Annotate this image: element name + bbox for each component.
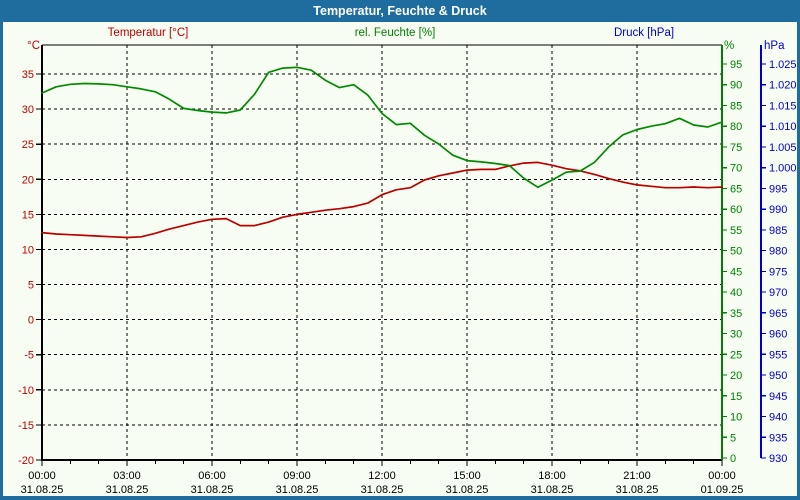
pressure-tick-label: 930 — [769, 453, 787, 465]
temp-tick-label: 25 — [22, 139, 34, 151]
percent-axis-unit: % — [724, 40, 735, 52]
pressure-tick-label: 985 — [769, 225, 787, 237]
title-bar: Temperatur, Feuchte & Druck — [0, 0, 800, 22]
x-date-label: 31.08.25 — [276, 484, 319, 496]
pressure-tick-label: 1.005 — [769, 142, 797, 154]
x-time-label: 06:00 — [198, 470, 226, 482]
percent-tick-label: 35 — [730, 308, 742, 320]
temp-tick-label: 20 — [22, 174, 34, 186]
pressure-tick-label: 1.020 — [769, 80, 797, 92]
chart-panel: Temperatur [°C] rel. Feuchte [%] Druck [… — [3, 22, 797, 496]
x-date-label: 31.08.25 — [531, 484, 574, 496]
percent-tick-label: 65 — [730, 183, 742, 195]
legend-pressure: Druck [hPa] — [613, 27, 675, 39]
pressure-tick-label: 1.010 — [769, 121, 797, 133]
temp-tick-label: -20 — [18, 455, 34, 467]
pressure-tick-label: 990 — [769, 204, 787, 216]
x-date-label: 31.08.25 — [361, 484, 404, 496]
x-time-label: 18:00 — [538, 470, 566, 482]
temp-tick-label: -15 — [18, 420, 34, 432]
percent-tick-label: 25 — [730, 349, 742, 361]
percent-tick-label: 30 — [730, 329, 742, 341]
pressure-tick-label: 935 — [769, 432, 787, 444]
temp-tick-label: 35 — [22, 69, 34, 81]
percent-tick-label: 50 — [730, 246, 742, 258]
x-time-label: 21:00 — [623, 470, 651, 482]
x-time-label: 03:00 — [113, 470, 141, 482]
temp-tick-label: 0 — [28, 315, 34, 327]
percent-tick-label: 70 — [730, 163, 742, 175]
pressure-tick-label: 1.000 — [769, 163, 797, 175]
temperature-curve — [41, 161, 723, 239]
pressure-tick-label: 940 — [769, 412, 787, 424]
temp-tick-label: 15 — [22, 209, 34, 221]
legend-temperature: Temperatur [°C] — [107, 27, 189, 39]
x-date-label: 31.08.25 — [106, 484, 149, 496]
percent-tick-label: 0 — [730, 453, 736, 465]
x-time-label: 15:00 — [453, 470, 481, 482]
temp-axis-unit: °C — [27, 40, 40, 52]
pressure-tick-label: 995 — [769, 183, 787, 195]
x-time-label: 00:00 — [708, 470, 736, 482]
humidity-curve — [41, 66, 723, 189]
pressure-tick-label: 970 — [769, 287, 787, 299]
percent-tick-label: 20 — [730, 370, 742, 382]
percent-tick-label: 80 — [730, 121, 742, 133]
percent-tick-label: 75 — [730, 142, 742, 154]
pressure-tick-label: 1.015 — [769, 100, 797, 112]
x-date-label: 31.08.25 — [616, 484, 659, 496]
percent-tick-label: 5 — [730, 432, 736, 444]
pressure-tick-label: 1.025 — [769, 59, 797, 71]
x-date-label: 31.08.25 — [21, 484, 64, 496]
window-title: Temperatur, Feuchte & Druck — [313, 4, 487, 18]
percent-tick-label: 10 — [730, 412, 742, 424]
temp-tick-label: -10 — [18, 385, 34, 397]
percent-tick-label: 90 — [730, 80, 742, 92]
legend-humidity: rel. Feuchte [%] — [354, 27, 436, 39]
x-date-label: 01.09.25 — [701, 484, 744, 496]
pressure-tick-label: 980 — [769, 246, 787, 258]
pressure-tick-label: 965 — [769, 308, 787, 320]
percent-tick-label: 60 — [730, 204, 742, 216]
pressure-tick-label: 955 — [769, 349, 787, 361]
percent-tick-label: 55 — [730, 225, 742, 237]
weather-chart: 35302520151050-5-10-15-20959085807570656… — [18, 44, 797, 496]
pressure-axis-unit: hPa — [764, 40, 785, 52]
pressure-tick-label: 950 — [769, 370, 787, 382]
temp-tick-label: 5 — [28, 280, 34, 292]
x-time-label: 09:00 — [283, 470, 311, 482]
x-date-label: 31.08.25 — [446, 484, 489, 496]
x-date-label: 31.08.25 — [191, 484, 234, 496]
percent-tick-label: 85 — [730, 100, 742, 112]
percent-tick-label: 45 — [730, 266, 742, 278]
x-time-label: 00:00 — [28, 470, 56, 482]
percent-tick-label: 15 — [730, 391, 742, 403]
pressure-tick-label: 960 — [769, 329, 787, 341]
percent-tick-label: 40 — [730, 287, 742, 299]
percent-tick-label: 95 — [730, 59, 742, 71]
x-time-label: 12:00 — [368, 470, 396, 482]
pressure-tick-label: 975 — [769, 266, 787, 278]
temp-tick-label: 30 — [22, 104, 34, 116]
temp-tick-label: 10 — [22, 244, 34, 256]
pressure-tick-label: 945 — [769, 391, 787, 403]
temp-tick-label: -5 — [24, 350, 34, 362]
